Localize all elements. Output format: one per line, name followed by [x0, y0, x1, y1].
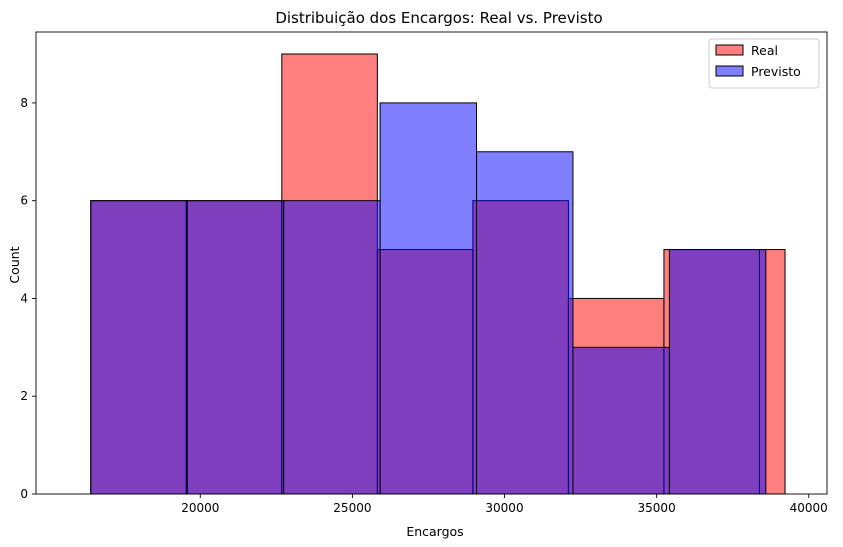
- bar-previsto-4: [476, 151, 574, 495]
- legend-label-previsto: Previsto: [751, 64, 801, 79]
- bar-previsto-1: [186, 200, 285, 495]
- bars-layer: [90, 53, 786, 495]
- y-tick-label: 0: [20, 487, 28, 501]
- plot-frame: [35, 31, 828, 495]
- bar-previsto-6: [668, 249, 767, 495]
- x-tick-label: 20000: [181, 501, 219, 515]
- y-axis-ticks: 0 2 4 6 8: [20, 96, 36, 501]
- bar-previsto-0: [90, 200, 188, 495]
- y-tick-label: 6: [20, 194, 28, 208]
- x-tick-label: 35000: [638, 501, 676, 515]
- x-axis-label: Encargos: [406, 524, 463, 539]
- y-tick-label: 4: [20, 291, 28, 305]
- legend-label-real: Real: [751, 43, 778, 58]
- x-tick-label: 25000: [333, 501, 371, 515]
- bar-previsto-2: [283, 200, 381, 495]
- series-previsto: [90, 102, 767, 495]
- legend: Real Previsto: [708, 38, 820, 89]
- chart-title: Distribuição dos Encargos: Real vs. Prev…: [275, 9, 602, 27]
- bar-previsto-5: [572, 346, 670, 495]
- x-tick-label: 40000: [790, 501, 828, 515]
- legend-swatch-real: [715, 44, 744, 56]
- y-tick-label: 8: [20, 96, 28, 110]
- y-axis-label: Count: [7, 246, 22, 283]
- x-axis-ticks: 20000 25000 30000 35000 40000: [181, 494, 828, 515]
- legend-swatch-previsto: [715, 65, 744, 77]
- y-tick-label: 2: [20, 389, 28, 403]
- bar-previsto-3: [379, 102, 478, 495]
- x-tick-label: 30000: [485, 501, 523, 515]
- plot-area: 20000 25000 30000 35000 40000 0 2 4 6 8: [20, 31, 828, 515]
